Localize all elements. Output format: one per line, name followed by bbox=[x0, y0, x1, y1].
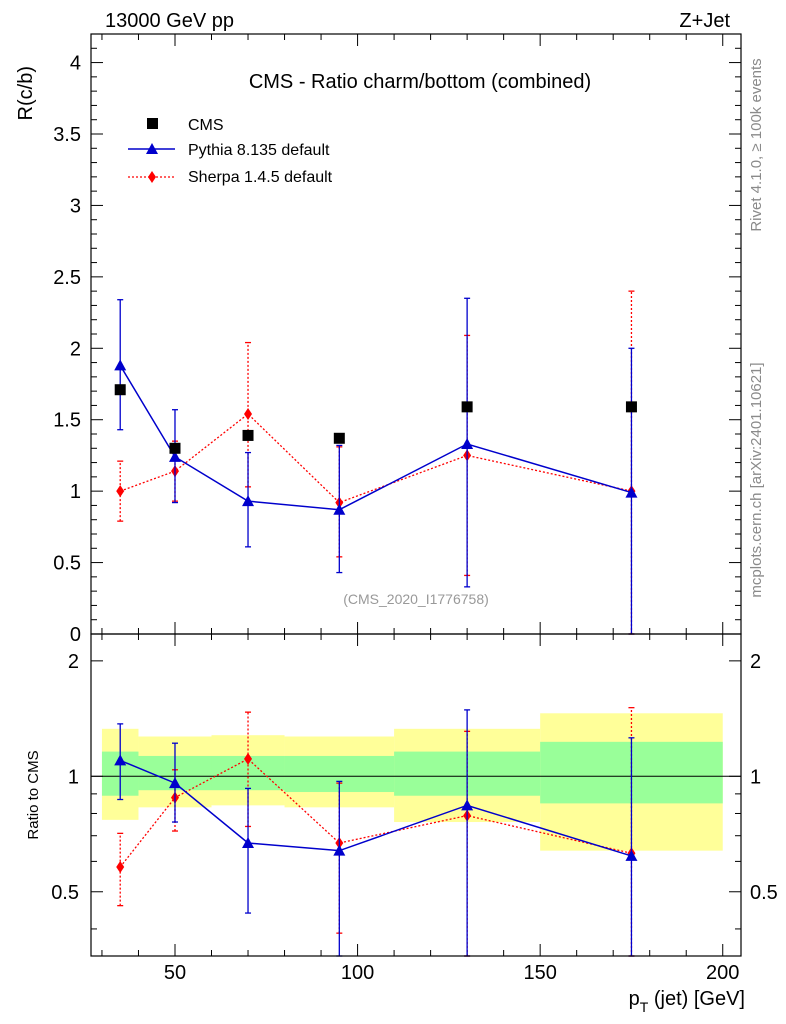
ratio-y-tick-label-left: 1 bbox=[68, 766, 79, 788]
ratio-y-tick-label-right: 1 bbox=[750, 766, 761, 788]
analysis-annotation: (CMS_2020_I1776758) bbox=[343, 591, 489, 607]
pythia-point bbox=[625, 486, 638, 498]
pythia-point bbox=[114, 359, 127, 371]
ratio-pythia-point bbox=[333, 844, 346, 856]
header-left: 13000 GeV pp bbox=[105, 10, 234, 32]
ratio-y-tick-label-right: 2 bbox=[750, 651, 761, 673]
pythia-point bbox=[168, 450, 181, 462]
legend-sherpa-marker bbox=[148, 171, 156, 183]
ratio-pythia-point bbox=[461, 799, 474, 811]
ratio-pythia-point bbox=[168, 777, 181, 789]
ratio-frame bbox=[90, 633, 742, 957]
ratio-series bbox=[114, 707, 638, 957]
cms-point bbox=[242, 429, 254, 441]
main-y-tick-label: 0.5 bbox=[53, 553, 81, 575]
ratio-axis-ticks bbox=[91, 660, 741, 930]
pythia-point bbox=[242, 495, 255, 507]
ratio-y-tick-label-left: 0.5 bbox=[51, 882, 79, 904]
main-y-tick-label: 3 bbox=[70, 195, 81, 217]
main-y-tick-label: 2 bbox=[70, 338, 81, 360]
header-right: Z+Jet bbox=[679, 10, 730, 32]
x-tick-label: 150 bbox=[523, 962, 556, 984]
main-y-tick-labels: 0 0.5 1 1.5 2 2.5 3 3.5 4 bbox=[53, 53, 81, 646]
main-y-tick-label: 1.5 bbox=[53, 410, 81, 432]
legend-cms-marker bbox=[147, 118, 158, 129]
cms-point bbox=[114, 384, 126, 396]
main-axis-ticks bbox=[91, 33, 741, 956]
ratio-y-tick-labels: 0.5 0.5 1 1 2 2 bbox=[51, 651, 778, 904]
main-panel: 0 0.5 1 1.5 2 2.5 3 3.5 4 CMS - Ratio charm/bott… bbox=[15, 33, 742, 956]
ratio-bands bbox=[101, 713, 723, 851]
legend: CMS Pythia 8.135 default Sherpa 1.4.5 de… bbox=[128, 117, 333, 186]
main-y-tick-label: 1 bbox=[70, 481, 81, 503]
main-y-tick-label: 4 bbox=[70, 53, 81, 75]
legend-sherpa-label: Sherpa 1.4.5 default bbox=[188, 169, 333, 186]
main-series bbox=[114, 290, 638, 635]
ratio-pythia-point bbox=[242, 837, 255, 849]
sherpa-line bbox=[119, 413, 632, 504]
legend-pythia-label: Pythia 8.135 default bbox=[188, 142, 330, 159]
ratio-y-tick-label-left: 2 bbox=[68, 651, 79, 673]
ratio-pythia-point bbox=[625, 849, 638, 861]
x-tick-labels: 50 100 150 200 bbox=[164, 962, 740, 984]
cms-point bbox=[461, 401, 473, 413]
legend-cms-label: CMS bbox=[188, 117, 224, 134]
main-y-tick-label: 3.5 bbox=[53, 124, 81, 146]
pythia-line bbox=[119, 365, 632, 511]
x-tick-label: 200 bbox=[706, 962, 739, 984]
ratio-y-tick-label-right: 0.5 bbox=[750, 882, 778, 904]
mcplots-label: mcplots.cern.ch [arXiv:2401.10621] bbox=[748, 362, 765, 597]
main-y-label: R(c/b) bbox=[15, 66, 37, 120]
ratio-pythia-point bbox=[114, 754, 127, 766]
cms-point bbox=[625, 401, 637, 413]
sherpa-point bbox=[244, 408, 253, 420]
main-y-tick-label: 0 bbox=[70, 624, 81, 646]
ratio-sherpa-point bbox=[116, 861, 125, 874]
cms-point bbox=[333, 432, 345, 444]
ratio-sherpa-line bbox=[119, 758, 632, 868]
pythia-point bbox=[333, 503, 346, 515]
sherpa-point bbox=[116, 485, 125, 498]
rivet-label: Rivet 4.1.0, ≥ 100k events bbox=[748, 58, 765, 231]
cms-point bbox=[169, 442, 181, 454]
pythia-point bbox=[461, 438, 474, 449]
x-tick-label: 50 bbox=[164, 962, 186, 984]
ratio-sherpa-point bbox=[244, 752, 253, 765]
ratio-pythia-line bbox=[119, 759, 632, 857]
ratio-y-label: Ratio to CMS bbox=[25, 750, 42, 839]
x-tick-label: 100 bbox=[341, 962, 374, 984]
ratio-panel: 0.5 0.5 1 1 2 2 50 100 150 200 Ratio to CMS pT (… bbox=[25, 633, 778, 1015]
x-axis-label: pT (jet) [GeV] bbox=[629, 988, 745, 1015]
main-title: CMS - Ratio charm/bottom (combined) bbox=[249, 71, 591, 93]
main-y-tick-label: 2.5 bbox=[53, 267, 81, 289]
legend-pythia-marker bbox=[146, 143, 158, 154]
